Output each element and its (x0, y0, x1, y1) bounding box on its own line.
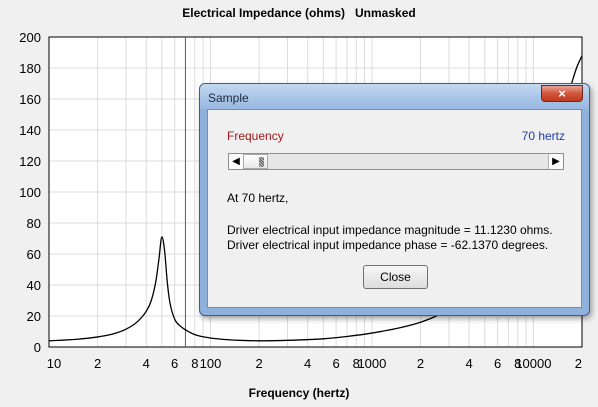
slider-thumb[interactable] (243, 154, 268, 169)
y-tick-label: 160 (19, 92, 41, 107)
y-tick-label: 180 (19, 61, 41, 76)
x-tick-label: 8 (353, 356, 360, 371)
x-tick-label: 2 (575, 356, 582, 371)
arrow-right-icon: ▶ (552, 156, 560, 167)
scroll-left-arrow[interactable]: ◀ (229, 154, 244, 169)
scroll-right-arrow[interactable]: ▶ (548, 154, 563, 169)
sample-dialog: Sample × Frequency 70 hertz ◀ ▶ At 70 he… (199, 83, 590, 316)
y-tick-label: 200 (19, 30, 41, 45)
close-icon: × (558, 86, 566, 101)
impedance-phase-text: Driver electrical input impedance phase … (227, 238, 549, 252)
dialog-titlebar[interactable]: Sample × (200, 84, 589, 109)
impedance-magnitude-text: Driver electrical input impedance magnit… (227, 223, 553, 237)
close-button[interactable]: Close (363, 265, 428, 289)
x-tick-label: 10 (47, 356, 61, 371)
frequency-slider[interactable]: ◀ ▶ (228, 153, 564, 170)
x-tick-label: 10000 (515, 356, 551, 371)
x-tick-label: 4 (466, 356, 473, 371)
x-tick-label: 4 (304, 356, 311, 371)
sample-frequency-text: At 70 hertz, (227, 191, 289, 205)
x-tick-label: 4 (143, 356, 150, 371)
grip-icon (259, 157, 264, 167)
y-tick-label: 120 (19, 154, 41, 169)
y-tick-label: 40 (27, 278, 41, 293)
x-tick-label: 1000 (357, 356, 386, 371)
frequency-value: 70 hertz (521, 129, 565, 143)
x-tick-label: 6 (494, 356, 501, 371)
y-tick-label: 60 (27, 247, 41, 262)
y-tick-label: 80 (27, 216, 41, 231)
x-axis-label: Frequency (hertz) (249, 386, 350, 400)
x-tick-label: 100 (200, 356, 222, 371)
arrow-left-icon: ◀ (232, 156, 240, 167)
x-tick-label: 2 (255, 356, 262, 371)
dialog-title: Sample (208, 91, 249, 105)
y-tick-label: 100 (19, 185, 41, 200)
x-tick-label: 2 (417, 356, 424, 371)
x-tick-label: 2 (94, 356, 101, 371)
y-tick-label: 20 (27, 309, 41, 324)
x-tick-label: 6 (332, 356, 339, 371)
frequency-label: Frequency (227, 129, 284, 143)
x-tick-label: 8 (191, 356, 198, 371)
window-close-button[interactable]: × (541, 85, 583, 102)
y-tick-label: 140 (19, 123, 41, 138)
x-tick-label: 8 (514, 356, 521, 371)
chart-title: Electrical Impedance (ohms) Unmasked (182, 6, 415, 20)
dialog-content: Frequency 70 hertz ◀ ▶ At 70 hertz, Driv… (207, 109, 582, 308)
x-tick-label: 6 (171, 356, 178, 371)
y-tick-label: 0 (34, 340, 41, 355)
